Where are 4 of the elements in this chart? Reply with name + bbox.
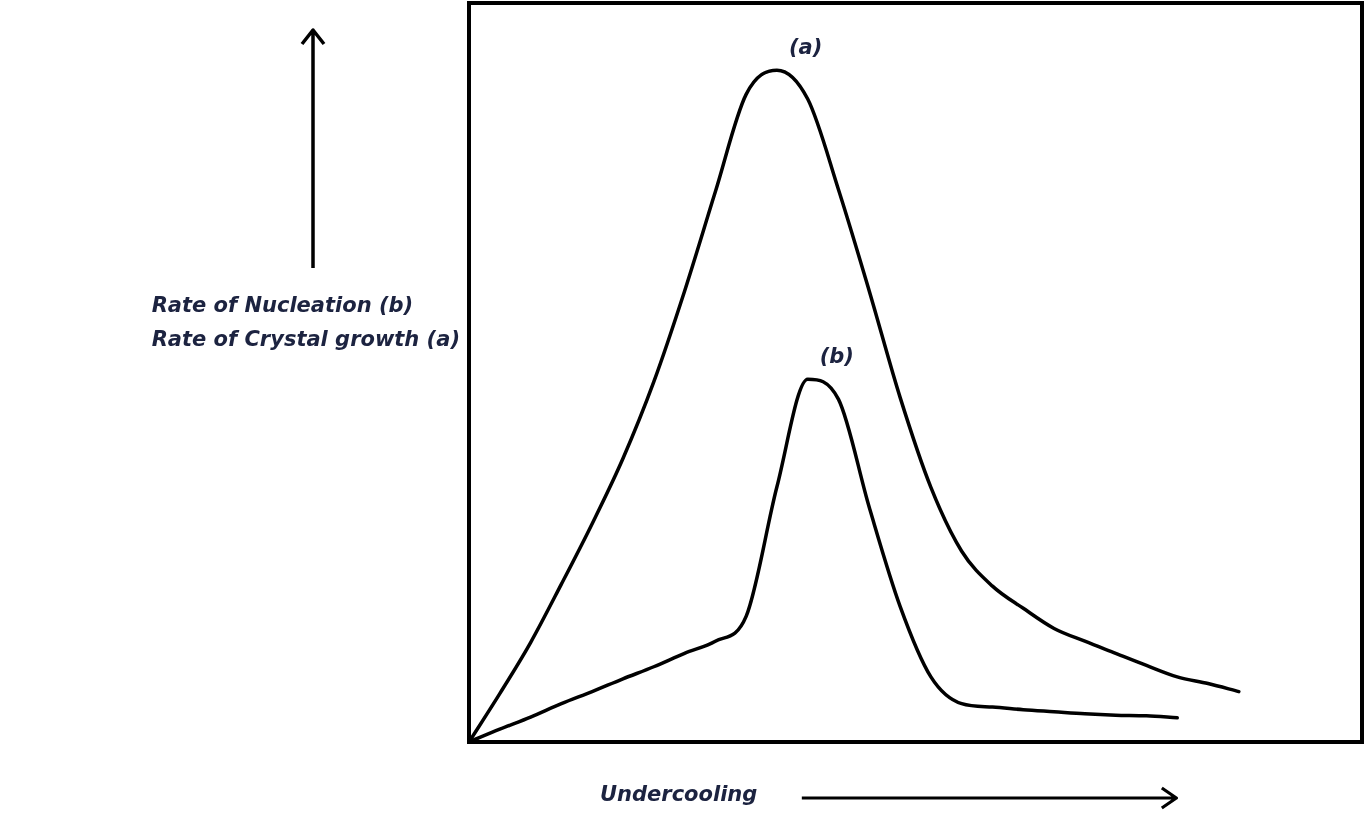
x-axis-title: Undercooling: [600, 782, 758, 806]
y-axis-title: Rate of Nucleation (b) Rate of Crystal growth (a): [151, 292, 460, 353]
series-label: (b): [819, 343, 854, 368]
series-label: (a): [788, 34, 823, 59]
